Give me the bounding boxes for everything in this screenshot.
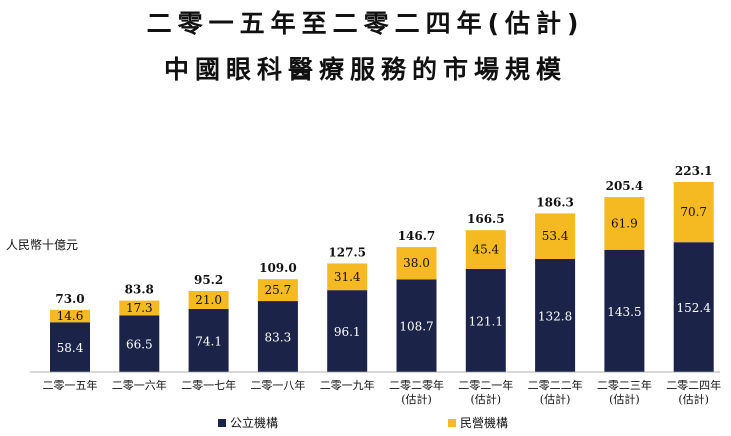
- bar-public-0: [50, 322, 90, 372]
- legend-item-public: 公立機構: [218, 414, 278, 431]
- data-label-private-6: 45.4: [472, 243, 499, 257]
- bar-public-5: [396, 279, 437, 372]
- bar-private-8: [604, 197, 645, 250]
- bar-private-2: [188, 291, 229, 309]
- y-axis-unit-label: 人民幣十億元: [6, 238, 79, 252]
- bar-private-4: [327, 263, 368, 291]
- x-tick-label-7-0: 二零二二年: [528, 378, 583, 392]
- bar-public-7: [535, 258, 576, 372]
- data-label-total-7: 186.3: [536, 195, 574, 209]
- bar-public-8: [604, 249, 645, 372]
- bar-private-0: [50, 309, 90, 323]
- bar-private-7: [535, 213, 576, 259]
- data-label-private-9: 70.7: [680, 205, 707, 219]
- data-label-public-6: 121.1: [469, 314, 503, 328]
- data-label-private-7: 53.4: [542, 229, 569, 243]
- data-label-public-4: 96.1: [334, 325, 361, 339]
- x-tick-label-4-0: 二零一九年: [320, 378, 375, 392]
- data-label-public-2: 74.1: [195, 334, 222, 348]
- bar-public-1: [119, 315, 160, 372]
- legend-swatch-private: [448, 418, 456, 427]
- x-tick-label-9-1: (估計): [678, 392, 709, 406]
- bar-private-9: [673, 182, 714, 243]
- data-label-total-6: 166.5: [467, 212, 505, 226]
- data-label-private-5: 38.0: [403, 256, 430, 270]
- x-tick-label-1-0: 二零一六年: [112, 378, 167, 392]
- x-tick-label-5-0: 二零二零年: [389, 378, 444, 392]
- legend-label-private: 民營機構: [460, 416, 509, 430]
- data-label-private-3: 25.7: [265, 283, 292, 297]
- x-tick-label-5-1: (估計): [401, 392, 432, 406]
- bar-private-5: [396, 247, 437, 280]
- bar-public-3: [257, 301, 298, 372]
- data-label-total-3: 109.0: [259, 261, 297, 275]
- data-label-total-2: 95.2: [194, 273, 223, 287]
- chart-title: 二零一五年至二零二四年(估計): [146, 9, 585, 38]
- data-label-public-8: 143.5: [607, 305, 641, 319]
- data-label-total-8: 205.4: [606, 179, 644, 193]
- bar-public-9: [673, 242, 714, 372]
- data-label-public-0: 58.4: [57, 341, 84, 355]
- bar-public-4: [327, 290, 368, 372]
- x-tick-label-6-1: (估計): [471, 392, 502, 406]
- x-tick-label-9-0: 二零二四年: [666, 378, 721, 392]
- data-label-private-0: 14.6: [57, 309, 84, 323]
- x-tick-label-2-0: 二零一七年: [181, 378, 236, 392]
- bar-private-1: [119, 300, 160, 316]
- data-label-public-3: 83.3: [265, 331, 292, 345]
- legend-label-public: 公立機構: [230, 416, 279, 430]
- bar-private-6: [465, 230, 506, 269]
- bar-public-6: [465, 268, 506, 372]
- data-label-total-5: 146.7: [398, 229, 436, 243]
- data-label-private-2: 21.0: [195, 293, 222, 307]
- data-label-public-7: 132.8: [538, 309, 572, 323]
- chart-subtitle: 中國眼科醫療服務的市場規模: [163, 55, 567, 84]
- data-label-public-9: 152.4: [677, 301, 712, 315]
- x-tick-label-7-1: (估計): [540, 392, 571, 406]
- bar-private-3: [257, 279, 298, 302]
- data-label-private-1: 17.3: [126, 301, 153, 315]
- x-tick-label-3-0: 二零一八年: [250, 378, 305, 392]
- x-tick-label-6-0: 二零二一年: [458, 378, 513, 392]
- data-label-total-9: 223.1: [675, 164, 713, 178]
- legend-swatch-public: [218, 418, 226, 427]
- data-label-private-4: 31.4: [334, 270, 361, 284]
- data-label-public-5: 108.7: [399, 320, 433, 334]
- x-tick-label-8-1: (估計): [609, 392, 640, 406]
- x-tick-label-8-0: 二零二三年: [597, 378, 652, 392]
- bar-public-2: [188, 308, 229, 372]
- data-label-total-1: 83.8: [125, 283, 154, 297]
- x-tick-label-0-0: 二零一五年: [43, 378, 98, 392]
- data-label-total-0: 73.0: [55, 292, 84, 306]
- data-label-private-8: 61.9: [611, 216, 638, 230]
- data-label-public-1: 66.5: [126, 338, 153, 352]
- data-label-total-4: 127.5: [328, 245, 366, 259]
- legend-item-private: 民營機構: [448, 414, 508, 431]
